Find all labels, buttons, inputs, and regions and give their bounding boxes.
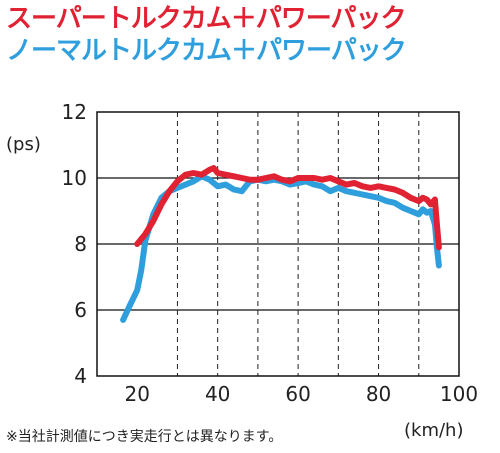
legend-series1: スーパートルクカム＋パワーパック [6,4,406,34]
x-tick-label: 40 [205,382,230,406]
plot-frame [96,111,460,377]
y-tick-label: 10 [62,166,87,190]
series-line-super-torque-cam [134,165,442,251]
legend-series2: ノーマルトルクカム＋パワーパック [6,36,407,66]
series-line-normal-torque-cam [120,173,442,323]
y-tick-label: 12 [62,100,87,124]
y-axis-unit: (ps) [6,134,41,155]
y-tick-label: 6 [74,298,87,322]
x-axis-unit: (km/h) [404,420,464,441]
x-tick-label: 20 [124,382,149,406]
x-tick-label: 60 [285,382,310,406]
x-tick-label: 80 [366,382,391,406]
y-tick-label: 4 [74,364,87,388]
footnote: ※当社計測値につき実走行とは異なります。 [6,429,283,445]
x-tick-label: 100 [440,382,478,406]
y-tick-label: 8 [74,232,87,256]
